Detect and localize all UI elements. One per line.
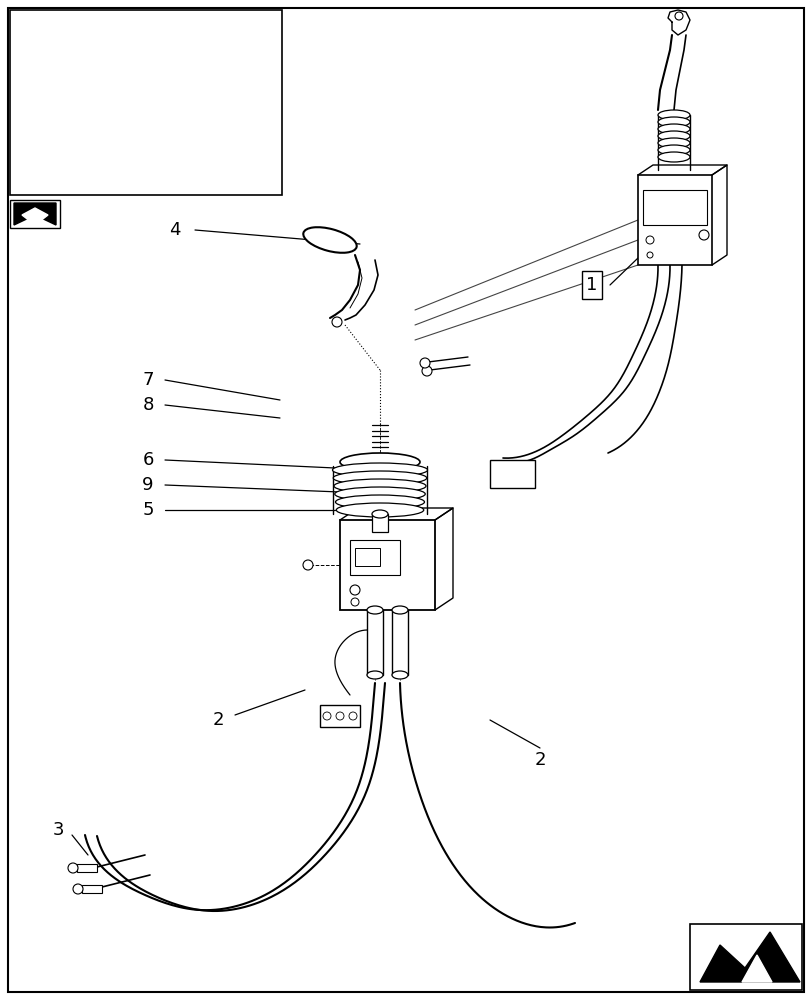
Circle shape: [303, 560, 312, 570]
Ellipse shape: [657, 138, 689, 148]
Polygon shape: [741, 955, 771, 982]
Circle shape: [68, 863, 78, 873]
Circle shape: [646, 236, 653, 244]
Polygon shape: [699, 932, 799, 982]
Ellipse shape: [657, 124, 689, 134]
Circle shape: [674, 12, 682, 20]
Circle shape: [419, 358, 430, 368]
Ellipse shape: [334, 487, 425, 501]
Text: 2: 2: [534, 751, 545, 769]
Bar: [320, 705, 359, 727]
Bar: [642, 190, 706, 225]
Text: 4: 4: [169, 221, 181, 239]
Circle shape: [349, 712, 357, 720]
Polygon shape: [22, 208, 48, 225]
Ellipse shape: [367, 606, 383, 614]
Circle shape: [698, 230, 708, 240]
Bar: [10, 200, 60, 228]
Bar: [350, 540, 400, 575]
Ellipse shape: [333, 471, 427, 485]
Text: 1: 1: [586, 276, 597, 294]
Bar: [637, 175, 711, 265]
Bar: [371, 514, 388, 532]
Ellipse shape: [657, 152, 689, 162]
Ellipse shape: [303, 227, 356, 253]
Ellipse shape: [392, 671, 407, 679]
Ellipse shape: [371, 510, 388, 518]
Bar: [340, 520, 435, 610]
Ellipse shape: [392, 606, 407, 614]
Circle shape: [646, 252, 652, 258]
Bar: [489, 460, 534, 488]
Ellipse shape: [332, 463, 427, 477]
Ellipse shape: [657, 117, 689, 127]
Ellipse shape: [657, 131, 689, 141]
Circle shape: [336, 712, 344, 720]
Text: 5: 5: [142, 501, 153, 519]
Polygon shape: [14, 203, 56, 225]
Text: 8: 8: [142, 396, 153, 414]
Circle shape: [422, 366, 431, 376]
Bar: [77, 864, 97, 872]
Text: 6: 6: [142, 451, 153, 469]
Ellipse shape: [335, 495, 424, 509]
Ellipse shape: [367, 671, 383, 679]
Bar: [392, 610, 407, 675]
Ellipse shape: [657, 145, 689, 155]
Text: 7: 7: [142, 371, 153, 389]
Circle shape: [332, 317, 341, 327]
Bar: [10, 10, 281, 195]
Circle shape: [323, 712, 331, 720]
Circle shape: [350, 585, 359, 595]
Text: 3: 3: [52, 821, 64, 839]
Ellipse shape: [336, 503, 423, 517]
Text: 2: 2: [212, 711, 224, 729]
Text: 9: 9: [142, 476, 153, 494]
Bar: [367, 610, 383, 675]
Circle shape: [350, 598, 358, 606]
Ellipse shape: [333, 479, 426, 493]
Ellipse shape: [657, 110, 689, 120]
Circle shape: [73, 884, 83, 894]
Bar: [689, 924, 801, 990]
Bar: [354, 548, 380, 566]
Ellipse shape: [340, 453, 419, 471]
Bar: [82, 885, 102, 893]
